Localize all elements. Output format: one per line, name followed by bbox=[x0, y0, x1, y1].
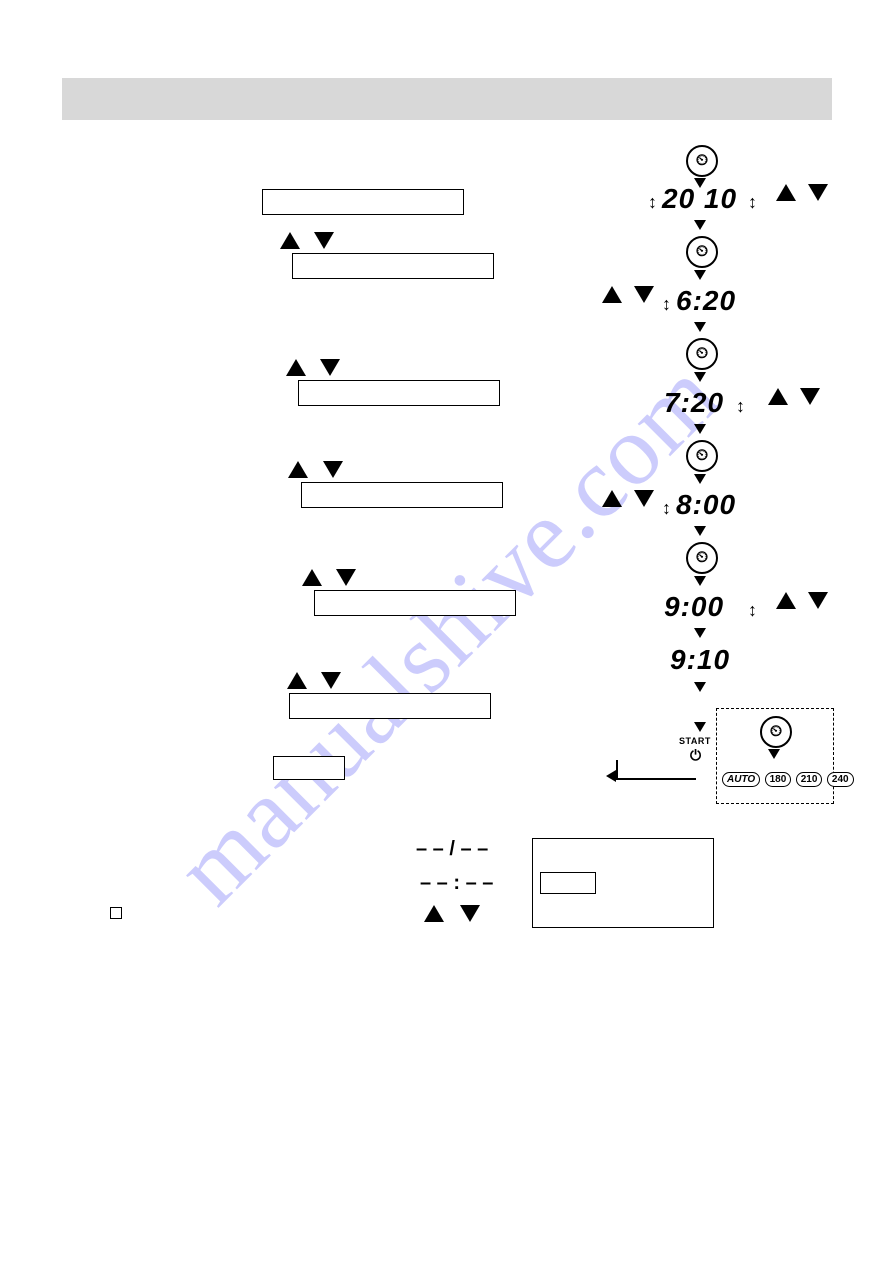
updown-arrow-icon: ↕ bbox=[748, 600, 757, 621]
display-day: 7:20 bbox=[664, 387, 724, 419]
display-minute: 9:00 bbox=[664, 591, 724, 623]
updown-arrow-icon: ↕ bbox=[748, 192, 757, 213]
clock-glyph: ⏲ bbox=[696, 244, 708, 260]
arrow-down-icon bbox=[694, 270, 706, 280]
pill-210[interactable]: 210 bbox=[796, 772, 823, 787]
triangle-down-icon[interactable] bbox=[800, 388, 820, 405]
arrow-down-icon bbox=[694, 220, 706, 230]
triangle-down-icon bbox=[314, 232, 334, 249]
note-box-inner bbox=[540, 872, 596, 894]
arrow-down-icon bbox=[694, 576, 706, 586]
branch-line bbox=[616, 760, 696, 780]
triangle-up-icon[interactable] bbox=[776, 592, 796, 609]
triangle-up-icon bbox=[288, 461, 308, 478]
bullet-square-icon bbox=[110, 907, 122, 919]
step-box-small bbox=[273, 756, 345, 780]
arrow-down-icon bbox=[694, 474, 706, 484]
clock-icon[interactable]: ⏲ bbox=[686, 338, 718, 370]
triangle-down-icon bbox=[323, 461, 343, 478]
step-box bbox=[301, 482, 503, 508]
start-label: START bbox=[679, 736, 711, 746]
arrow-down-icon bbox=[694, 372, 706, 382]
clock-glyph: ⏲ bbox=[696, 448, 708, 464]
arrow-down-icon bbox=[694, 424, 706, 434]
clock-glyph: ⏲ bbox=[696, 153, 708, 169]
arrow-down-icon bbox=[694, 526, 706, 536]
triangle-up-icon bbox=[287, 672, 307, 689]
arrow-down-icon bbox=[694, 628, 706, 638]
clock-icon[interactable]: ⏲ bbox=[686, 145, 718, 177]
step-box bbox=[292, 253, 494, 279]
triangle-down-icon bbox=[321, 672, 341, 689]
updown-arrow-icon: ↕ bbox=[736, 396, 745, 417]
display-set: 9:10 bbox=[670, 644, 730, 676]
clock-glyph: ⏲ bbox=[770, 724, 782, 740]
clock-glyph: ⏲ bbox=[696, 550, 708, 566]
arrow-down-icon bbox=[694, 722, 706, 732]
pill-240[interactable]: 240 bbox=[827, 772, 854, 787]
arrow-left-icon bbox=[606, 770, 616, 782]
step-box bbox=[289, 693, 491, 719]
triangle-up-icon[interactable] bbox=[776, 184, 796, 201]
arrow-down-icon bbox=[694, 682, 706, 692]
arrow-down-icon bbox=[768, 749, 780, 759]
triangle-up-icon bbox=[286, 359, 306, 376]
clock-icon[interactable]: ⏲ bbox=[760, 716, 792, 748]
triangle-down-icon[interactable] bbox=[808, 184, 828, 201]
display-hour: 8:00 bbox=[676, 489, 736, 521]
triangle-up-icon[interactable] bbox=[602, 286, 622, 303]
arrow-down-icon bbox=[694, 322, 706, 332]
pill-auto[interactable]: AUTO bbox=[722, 772, 760, 787]
triangle-down-icon[interactable] bbox=[808, 592, 828, 609]
display-month: 6:20 bbox=[676, 285, 736, 317]
header-band bbox=[62, 78, 832, 120]
pill-180[interactable]: 180 bbox=[765, 772, 792, 787]
clock-icon[interactable]: ⏲ bbox=[686, 440, 718, 472]
triangle-up-icon[interactable] bbox=[602, 490, 622, 507]
triangle-up-icon[interactable] bbox=[768, 388, 788, 405]
step-box bbox=[262, 189, 464, 215]
triangle-up-icon bbox=[302, 569, 322, 586]
page: manualshive.com ⏲ ↕ 20 10 ↕ ⏲ ↕ 6:20 bbox=[0, 0, 893, 1263]
updown-arrow-icon: ↕ bbox=[662, 294, 671, 315]
clock-glyph: ⏲ bbox=[696, 346, 708, 362]
triangle-down-icon[interactable] bbox=[634, 490, 654, 507]
clock-icon[interactable]: ⏲ bbox=[686, 542, 718, 574]
triangle-down-icon[interactable] bbox=[634, 286, 654, 303]
triangle-up-icon bbox=[280, 232, 300, 249]
step-box bbox=[298, 380, 500, 406]
triangle-up-icon bbox=[424, 905, 444, 922]
updown-arrow-icon: ↕ bbox=[648, 192, 657, 213]
display-dash-colon: – – : – – bbox=[420, 872, 493, 895]
updown-arrow-icon: ↕ bbox=[662, 498, 671, 519]
triangle-down-icon bbox=[320, 359, 340, 376]
display-year: 20 10 bbox=[662, 183, 737, 215]
pill-row: AUTO 180 210 240 bbox=[722, 769, 854, 787]
triangle-down-icon bbox=[460, 905, 480, 922]
triangle-down-icon bbox=[336, 569, 356, 586]
step-box bbox=[314, 590, 516, 616]
clock-icon[interactable]: ⏲ bbox=[686, 236, 718, 268]
display-dash-slash: – – / – – bbox=[416, 838, 488, 861]
